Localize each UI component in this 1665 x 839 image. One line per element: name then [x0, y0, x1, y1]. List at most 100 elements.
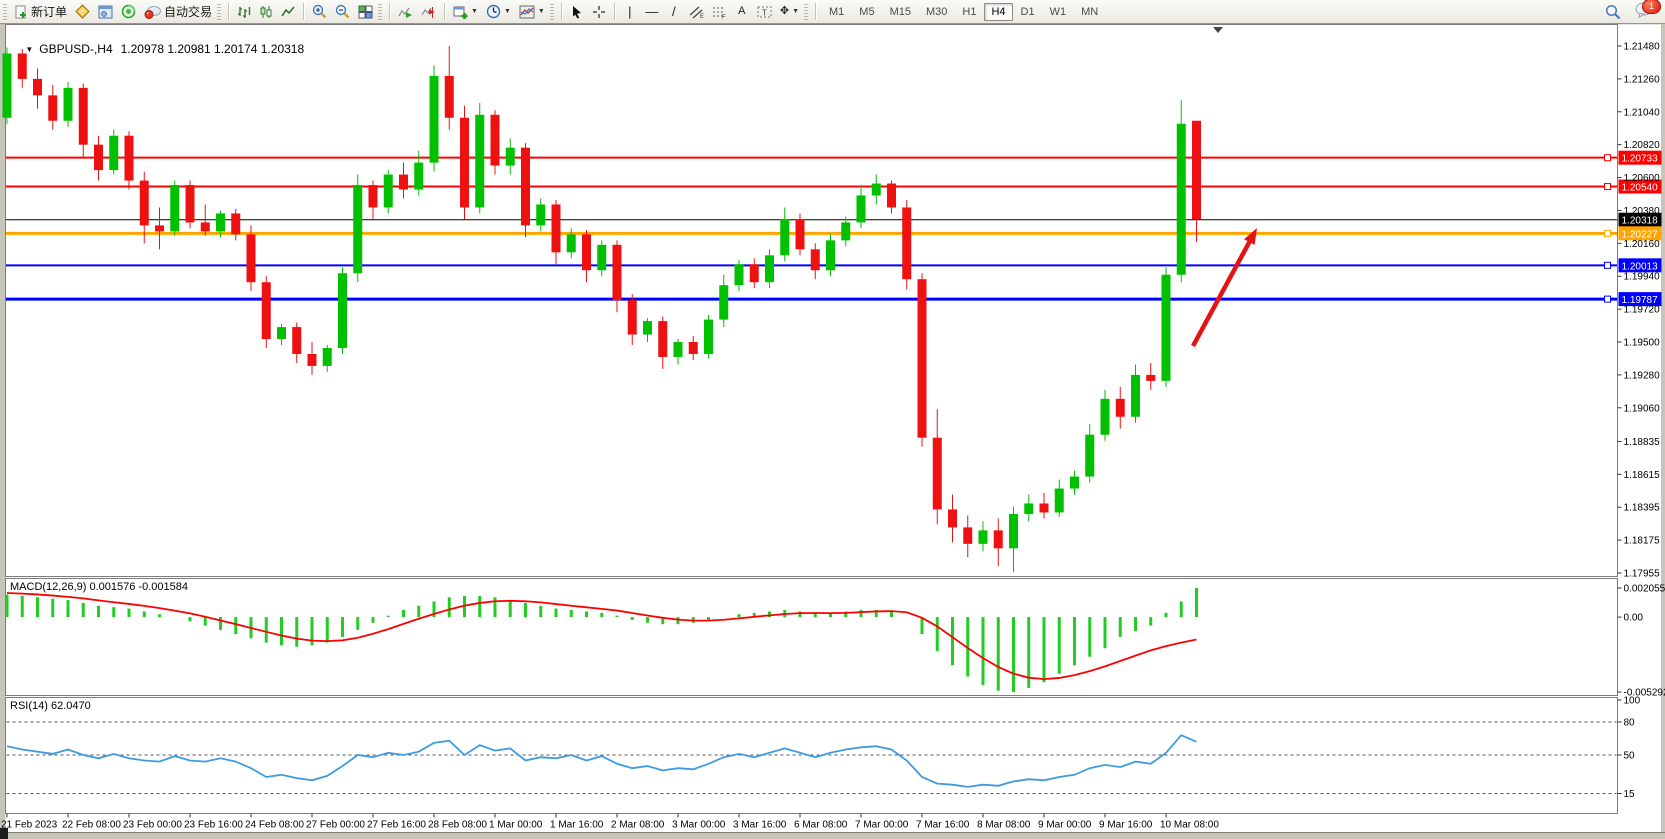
axis-tick-label: 1.18615: [1624, 470, 1661, 481]
trend-arrow[interactable]: [1191, 228, 1257, 348]
candle-body: [185, 185, 195, 223]
navigator-button[interactable]: [117, 2, 140, 22]
candle-body: [33, 78, 42, 96]
timeframe-button-MN[interactable]: MN: [1074, 3, 1105, 21]
symbol-dropdown-icon[interactable]: ▼: [25, 45, 34, 54]
date-label: 1 Mar 16:00: [550, 820, 604, 831]
chat-button[interactable]: 1: [1635, 0, 1661, 22]
search-button[interactable]: [1601, 2, 1625, 22]
chart-title-symbol: GBPUSD-,H4: [39, 42, 113, 56]
data-window-icon: [98, 5, 113, 18]
toolbar-separator: [389, 3, 391, 20]
axis-tick-label: 15: [1624, 789, 1636, 800]
rsi-pane: 100 80 50 15: [6, 696, 1641, 800]
price-level-label: [1618, 179, 1662, 194]
axis-tick-label: 50: [1624, 751, 1636, 762]
window-corner-chip: [0, 828, 8, 839]
timeframe-button-D1[interactable]: D1: [1014, 3, 1042, 21]
text-label-tool[interactable]: T: [753, 2, 776, 22]
date-label: 3 Mar 00:00: [672, 820, 726, 831]
zoom-in-button[interactable]: [308, 2, 331, 22]
price-level-label-text: 1.20227: [1622, 229, 1659, 240]
market-watch-button[interactable]: [71, 2, 94, 22]
crosshair-button[interactable]: [588, 2, 610, 22]
toolbar-grip[interactable]: [3, 3, 7, 20]
horizontal-line-tool[interactable]: —: [641, 2, 663, 22]
candle-body: [490, 114, 500, 166]
timeframe-button-H1[interactable]: H1: [955, 3, 983, 21]
candle-body: [917, 279, 927, 438]
svg-text:T: T: [762, 8, 767, 17]
trendline-tool[interactable]: /: [663, 2, 685, 22]
arrows-tool[interactable]: ✥ ▼: [776, 2, 803, 22]
text-tool[interactable]: A: [731, 2, 753, 22]
templates-button[interactable]: ▼: [515, 2, 549, 22]
candle-body: [978, 530, 988, 544]
shift-marker-icon[interactable]: [1213, 27, 1223, 33]
fibonacci-tool[interactable]: F: [708, 2, 731, 22]
date-label: 7 Mar 00:00: [855, 820, 909, 831]
new-chart-button[interactable]: ▼: [449, 2, 482, 22]
axis-tick-label: 0.002055: [1624, 584, 1665, 595]
toolbar-grip[interactable]: [549, 3, 554, 20]
auto-trading-button[interactable]: 自动交易: [140, 2, 216, 22]
data-window-button[interactable]: [94, 2, 117, 22]
candlestick-chart-button[interactable]: [255, 2, 277, 22]
periods-button[interactable]: ▼: [482, 2, 515, 22]
new-chart-icon: [453, 6, 468, 19]
candle-body: [734, 264, 744, 286]
arrow-shaft[interactable]: [1191, 237, 1254, 348]
chart-shift-button[interactable]: [417, 2, 440, 22]
candle-body: [902, 207, 912, 280]
toolbar-separator: [815, 3, 816, 20]
market-watch-icon: [75, 4, 90, 19]
auto-scroll-button[interactable]: [394, 2, 417, 22]
price-axis[interactable]: 1.21480 1.21260 1.21040 1.20820 1.20600 1.203…: [1617, 42, 1661, 580]
toolbar-grip[interactable]: [804, 3, 808, 20]
zoom-out-button[interactable]: [331, 2, 354, 22]
timeframe-button-M1[interactable]: M1: [822, 3, 851, 21]
toolbar-grip[interactable]: [378, 3, 383, 20]
candle-body: [749, 264, 759, 283]
candle-body: [307, 353, 317, 366]
candle-body: [582, 234, 591, 271]
text-icon: A: [738, 5, 746, 17]
timeframe-button-H4[interactable]: H4: [984, 2, 1013, 21]
bar-chart-button[interactable]: [233, 2, 255, 22]
toolbar-separator: [228, 3, 230, 20]
price-level-label-text: 1.19787: [1622, 295, 1659, 306]
candle-body: [780, 219, 790, 256]
candle-body: [993, 530, 1003, 549]
chart-shift-icon: [421, 6, 436, 18]
svg-text:E: E: [700, 14, 704, 19]
line-handle[interactable]: [1604, 183, 1611, 191]
line-handle[interactable]: [1604, 261, 1611, 269]
arrow-head[interactable]: [1244, 228, 1257, 245]
candle-body: [109, 135, 119, 171]
line-handle[interactable]: [1604, 229, 1611, 237]
timeframe-button-M15[interactable]: M15: [883, 3, 918, 21]
toolbar-grip[interactable]: [217, 3, 222, 20]
new-order-button[interactable]: 新订单: [10, 2, 71, 22]
date-label: 3 Mar 16:00: [733, 820, 787, 831]
date-axis[interactable]: 21 Feb 2023 22 Feb 08:00 23 Feb 00:00 23 Fe…: [1, 813, 1219, 831]
timeframe-button-W1[interactable]: W1: [1043, 3, 1074, 21]
candle-body: [536, 204, 546, 226]
line-handle[interactable]: [1604, 154, 1611, 162]
timeframe-button-M5[interactable]: M5: [852, 3, 881, 21]
channel-tool[interactable]: E: [685, 2, 708, 22]
auto-scroll-icon: [398, 7, 413, 18]
axis-tick-label: 1.17955: [1624, 569, 1661, 580]
timeframe-button-M30[interactable]: M30: [919, 3, 954, 21]
tile-windows-button[interactable]: [354, 2, 377, 22]
hlines-layer[interactable]: 1.20733 1.20540 1.20318 1.20227 1.20013 1.197…: [6, 150, 1662, 307]
line-chart-button[interactable]: [277, 2, 299, 22]
vertical-line-tool[interactable]: |: [619, 2, 641, 22]
line-handle[interactable]: [1604, 295, 1611, 303]
date-label: 9 Mar 00:00: [1038, 820, 1092, 831]
cursor-button[interactable]: [566, 2, 588, 22]
chart-title-ohlc: 1.20978 1.20981 1.20174 1.20318: [120, 42, 305, 56]
dropdown-caret-icon: ▼: [537, 8, 545, 15]
candle-body: [810, 249, 820, 271]
